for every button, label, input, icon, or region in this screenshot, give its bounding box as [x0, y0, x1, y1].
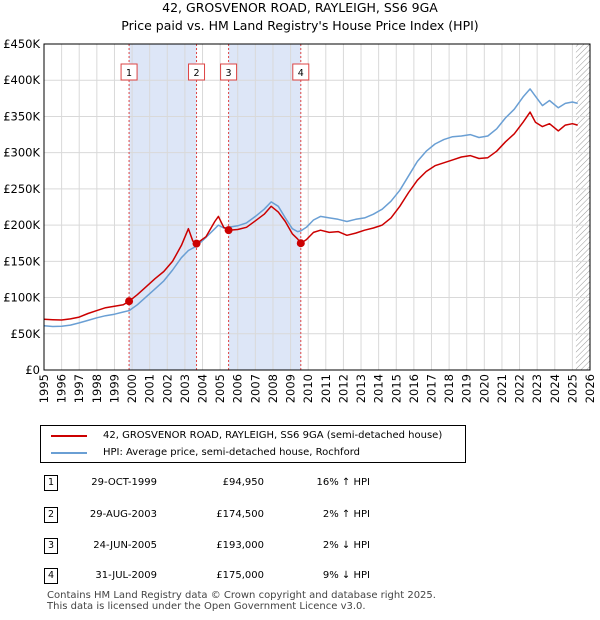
- x-tick-label: 2014: [372, 374, 386, 403]
- sale-marker-label: 3: [226, 68, 232, 79]
- x-tick-label: 2005: [213, 374, 227, 403]
- sale-hpi-diff: 16% ↑ HPI: [316, 477, 370, 488]
- x-tick-label: 2019: [460, 374, 474, 403]
- x-tick-label: 2015: [389, 374, 403, 403]
- sale-point: [296, 239, 305, 248]
- sale-hpi-diff: 9% ↓ HPI: [322, 570, 370, 581]
- y-tick-label: £100K: [3, 291, 40, 305]
- sale-marker-label-box: [292, 63, 310, 81]
- sale-date: 31-JUL-2009: [95, 570, 157, 581]
- sale-date: 29-AUG-2003: [89, 509, 157, 520]
- sale-price: £174,500: [216, 509, 264, 520]
- sale-marker-label: 1: [126, 68, 132, 79]
- hpi-series-line: [44, 88, 578, 328]
- sale-point: [224, 226, 233, 235]
- x-tick-label: 1996: [55, 374, 69, 403]
- sale-hpi-diff: 2% ↑ HPI: [322, 509, 370, 520]
- sale-price: £193,000: [216, 540, 264, 551]
- x-tick-label: 1999: [107, 374, 121, 403]
- x-tick-label: 2016: [407, 374, 421, 403]
- sale-row: 1 29-OCT-1999 £94,950 16% ↑ HPI: [0, 475, 600, 495]
- x-tick-label: 2010: [301, 374, 315, 403]
- sale-number-badge: 1: [44, 475, 58, 491]
- x-tick-label: 2001: [143, 374, 157, 403]
- sale-marker-label: 2: [194, 68, 200, 79]
- footer-licence: This data is licensed under the Open Gov…: [47, 601, 366, 612]
- sale-point: [192, 239, 201, 248]
- sale-price: £94,950: [222, 477, 264, 488]
- y-tick-label: £200K: [3, 218, 40, 232]
- y-tick-label: £450K: [3, 37, 40, 51]
- property-series-line: [44, 111, 578, 321]
- legend-label-hpi: HPI: Average price, semi-detached house,…: [103, 447, 360, 458]
- sale-row: 3 24-JUN-2005 £193,000 2% ↓ HPI: [0, 538, 600, 558]
- price-chart: 42, GROSVENOR ROAD, RAYLEIGH, SS6 9GA Pr…: [3, 0, 597, 403]
- x-tick-label: 2003: [178, 374, 192, 403]
- footer-copyright: Contains HM Land Registry data © Crown c…: [47, 590, 436, 601]
- x-tick-label: 1995: [37, 374, 51, 403]
- sale-date: 29-OCT-1999: [91, 477, 157, 488]
- y-tick-label: £50K: [11, 327, 41, 341]
- plot-area-border: [43, 43, 591, 371]
- x-tick-label: 2009: [284, 374, 298, 403]
- x-tick-label: 2020: [477, 374, 491, 403]
- chart-legend: 42, GROSVENOR ROAD, RAYLEIGH, SS6 9GA (s…: [40, 425, 466, 463]
- forecast-hatch-area: [575, 44, 590, 370]
- y-tick-label: £150K: [3, 254, 40, 268]
- sale-marker-label-box: [120, 63, 138, 81]
- x-tick-label: 2022: [513, 374, 527, 403]
- sale-hpi-diff: 2% ↓ HPI: [322, 540, 370, 551]
- sale-row: 4 31-JUL-2009 £175,000 9% ↓ HPI: [0, 568, 600, 588]
- x-tick-label: 2023: [530, 374, 544, 403]
- y-tick-label: £250K: [3, 182, 40, 196]
- sale-number-badge: 2: [44, 507, 58, 523]
- legend-label-property: 42, GROSVENOR ROAD, RAYLEIGH, SS6 9GA (s…: [103, 430, 443, 441]
- x-tick-label: 2024: [548, 374, 562, 403]
- y-tick-label: £400K: [3, 73, 40, 87]
- x-tick-label: 2012: [336, 374, 350, 403]
- legend-swatch-property: [51, 435, 87, 437]
- x-tick-label: 2017: [424, 374, 438, 403]
- x-tick-label: 2008: [266, 374, 280, 403]
- legend-swatch-hpi: [51, 452, 87, 454]
- ownership-shade: [228, 44, 301, 370]
- sale-number-badge: 3: [44, 538, 58, 554]
- x-tick-label: 2007: [248, 374, 262, 403]
- x-tick-label: 2006: [231, 374, 245, 403]
- sale-marker-label: 4: [298, 68, 304, 79]
- x-tick-label: 2018: [442, 374, 456, 403]
- ownership-shade: [129, 44, 197, 370]
- x-tick-label: 2002: [160, 374, 174, 403]
- sale-marker-label-box: [220, 63, 238, 81]
- chart-subtitle: Price paid vs. HM Land Registry's House …: [121, 18, 478, 33]
- sale-number-badge: 4: [44, 568, 58, 584]
- x-tick-label: 2000: [125, 374, 139, 403]
- x-tick-label: 2025: [565, 374, 579, 403]
- chart-title: 42, GROSVENOR ROAD, RAYLEIGH, SS6 9GA: [162, 0, 438, 15]
- y-tick-label: £300K: [3, 146, 40, 160]
- sale-date: 24-JUN-2005: [93, 540, 157, 551]
- sale-marker-label-box: [188, 63, 206, 81]
- sale-point: [125, 297, 134, 306]
- y-tick-label: £350K: [3, 109, 40, 123]
- x-tick-label: 2021: [495, 374, 509, 403]
- x-tick-label: 1997: [72, 374, 86, 403]
- x-tick-label: 2004: [196, 374, 210, 403]
- x-tick-label: 2011: [319, 374, 333, 403]
- sale-row: 2 29-AUG-2003 £174,500 2% ↑ HPI: [0, 507, 600, 527]
- x-tick-label: 2013: [354, 374, 368, 403]
- x-tick-label: 1998: [90, 374, 104, 403]
- x-tick-label: 2026: [583, 374, 597, 403]
- sale-price: £175,000: [216, 570, 264, 581]
- y-tick-label: £0: [25, 363, 40, 377]
